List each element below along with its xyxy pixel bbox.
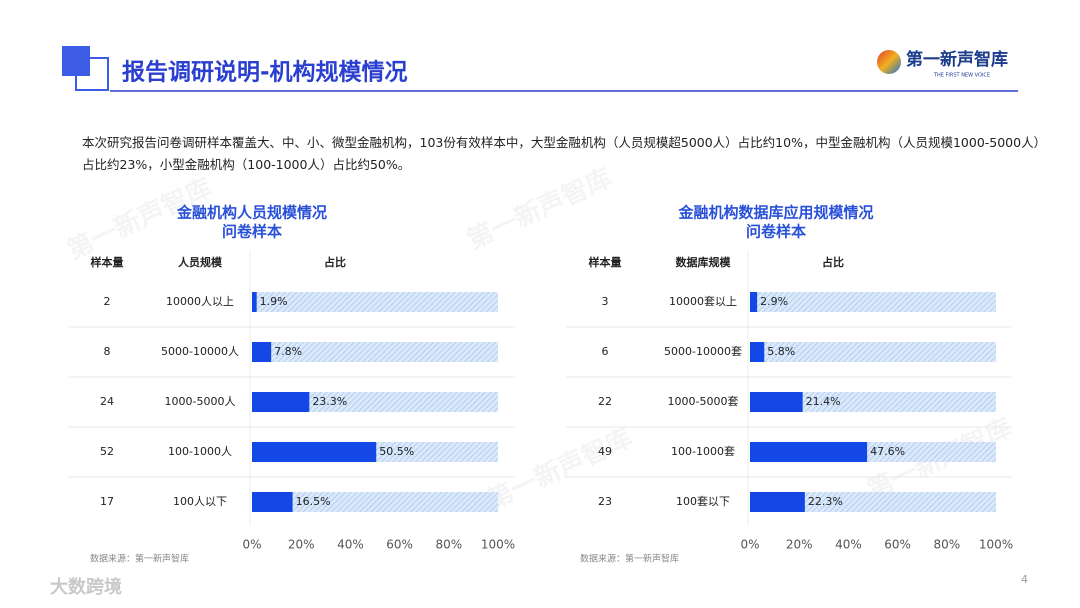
value-label: 21.4% xyxy=(806,395,841,408)
x-tick-label: 40% xyxy=(835,538,862,552)
bar xyxy=(252,492,293,512)
value-label: 50.5% xyxy=(379,445,414,458)
corner-watermark: 大数跨境 xyxy=(50,576,122,598)
logo-text: 第一新声智库 xyxy=(906,49,1008,70)
bar xyxy=(750,392,803,412)
bar-background xyxy=(252,342,498,362)
value-label: 47.6% xyxy=(870,445,905,458)
bar-background xyxy=(750,392,996,412)
chart-subtitle: 问卷样本 xyxy=(222,223,282,241)
chart-title: 金融机构人员规模情况 xyxy=(176,204,327,222)
value-label: 7.8% xyxy=(274,345,302,358)
sample-count: 6 xyxy=(602,345,609,358)
sample-count: 17 xyxy=(100,495,114,508)
sample-count: 49 xyxy=(598,445,612,458)
category-label: 1000-5000人 xyxy=(165,395,236,408)
column-header: 人员规模 xyxy=(178,255,223,269)
bar-background xyxy=(750,342,996,362)
column-header: 占比 xyxy=(822,255,844,269)
category-label: 100-1000套 xyxy=(671,445,735,458)
column-header: 样本量 xyxy=(589,255,622,269)
source-note: 数据来源：第一新声智库 xyxy=(580,553,679,565)
sample-count: 8 xyxy=(104,345,111,358)
x-tick-label: 100% xyxy=(979,538,1013,552)
bar-background xyxy=(252,492,498,512)
x-tick-label: 80% xyxy=(435,538,462,552)
x-tick-label: 60% xyxy=(884,538,911,552)
page-title: 报告调研说明-机构规模情况 xyxy=(122,59,408,86)
x-tick-label: 80% xyxy=(933,538,960,552)
bar xyxy=(252,442,377,462)
chart-subtitle: 问卷样本 xyxy=(746,223,806,241)
x-tick-label: 40% xyxy=(337,538,364,552)
logo-icon xyxy=(877,50,901,74)
category-label: 1000-5000套 xyxy=(668,395,739,408)
bar xyxy=(750,442,868,462)
category-label: 10000人以上 xyxy=(166,295,234,308)
description: 本次研究报告问卷调研样本覆盖大、中、小、微型金融机构，103份有效样本中，大型金… xyxy=(82,135,1040,172)
bar xyxy=(252,342,272,362)
bar-background xyxy=(252,392,498,412)
bar-background xyxy=(252,292,498,312)
chart-title: 金融机构数据库应用规模情况 xyxy=(677,204,873,222)
column-header: 样本量 xyxy=(91,255,124,269)
value-label: 16.5% xyxy=(296,495,331,508)
bar xyxy=(252,292,257,312)
source-note: 数据来源：第一新声智库 xyxy=(90,553,189,565)
sample-count: 23 xyxy=(598,495,612,508)
column-header: 数据库规模 xyxy=(676,255,732,269)
column-header: 占比 xyxy=(324,255,346,269)
x-tick-label: 60% xyxy=(386,538,413,552)
bar-background xyxy=(750,492,996,512)
x-tick-label: 20% xyxy=(288,538,315,552)
value-label: 1.9% xyxy=(260,295,288,308)
x-tick-label: 0% xyxy=(740,538,759,552)
bar-background xyxy=(750,292,996,312)
sample-count: 24 xyxy=(100,395,114,408)
value-label: 2.9% xyxy=(760,295,788,308)
category-label: 100-1000人 xyxy=(168,445,232,458)
value-label: 23.3% xyxy=(312,395,347,408)
x-tick-label: 100% xyxy=(481,538,515,552)
sample-count: 2 xyxy=(104,295,111,308)
page-number: 4 xyxy=(1021,573,1028,586)
bar xyxy=(252,392,310,412)
watermark: 第一新声智库 xyxy=(482,422,636,516)
category-label: 5000-10000套 xyxy=(664,345,742,358)
watermark: 第一新声智库 xyxy=(462,162,616,256)
sample-count: 3 xyxy=(602,295,609,308)
value-label: 5.8% xyxy=(767,345,795,358)
category-label: 100套以下 xyxy=(676,495,730,508)
bar xyxy=(750,342,765,362)
sample-count: 22 xyxy=(598,395,612,408)
category-label: 10000套以上 xyxy=(669,295,737,308)
value-label: 22.3% xyxy=(808,495,843,508)
x-tick-label: 20% xyxy=(786,538,813,552)
sample-count: 52 xyxy=(100,445,114,458)
x-tick-label: 0% xyxy=(242,538,261,552)
logo-subtitle: THE FIRST NEW VOICE xyxy=(933,73,990,79)
bar xyxy=(750,492,805,512)
category-label: 5000-10000人 xyxy=(161,345,239,358)
deco-square xyxy=(75,57,109,91)
bar xyxy=(750,292,758,312)
category-label: 100人以下 xyxy=(173,495,227,508)
